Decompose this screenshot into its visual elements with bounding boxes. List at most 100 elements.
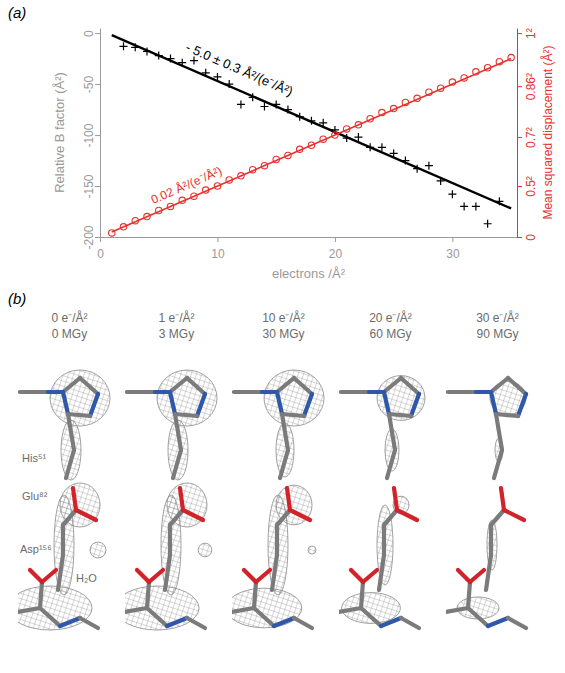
bond [68,414,74,450]
x-axis-tick: 0 [97,237,104,261]
bond [290,510,310,520]
y2-axis-tick-mark [517,186,522,187]
data-point [472,202,480,210]
bond [197,394,205,416]
density-panel [18,370,110,630]
figure: (a)0102030-200-150-100-50000.5²0.7²0.86²… [0,0,565,673]
bond [60,618,80,626]
bond [339,608,361,612]
bond [280,450,288,478]
figure-svg: (a)0102030-200-150-100-50000.5²0.7²0.86²… [0,0,565,673]
density-mesh [50,370,110,426]
y-axis-tick-label: -150 [82,174,96,198]
y-axis-tick: -150 [82,174,100,198]
bond [504,510,524,520]
data-point [448,190,456,198]
residue-label: Asp¹⁵⁶ [20,543,52,555]
column-mgy: 30 MGy [262,327,304,341]
y2-axis-tick: 0 [517,234,538,241]
bond [389,414,395,450]
bond [175,414,181,450]
column-dose: 10 e⁻/Å² [262,310,305,325]
bond [491,378,508,392]
bond [369,390,384,394]
y-axis-tick: -200 [82,225,100,249]
bond [68,414,90,416]
column-dose: 30 e⁻/Å² [476,310,519,325]
bond [508,618,526,628]
y-axis-tick-label: -100 [82,123,96,147]
bond [401,378,419,394]
bond [234,390,262,394]
fit-line [112,35,511,208]
bond [90,394,98,416]
bond [63,510,76,525]
bond [387,450,395,478]
y-axis-line [100,29,101,238]
bond [187,618,205,628]
y2-axis-title: Mean squared displacement (Å²) [540,45,555,219]
bond [496,414,502,450]
x-axis: 0102030 [97,237,517,261]
y-axis-tick: -100 [82,123,100,147]
bond [470,570,484,582]
y2-axis-tick-mark [517,237,522,238]
annotation: - 5.0 ± 0.3 Å²/(e⁻/Å²) [184,39,296,99]
y2-axis-tick-label: 0.7² [524,127,538,148]
density-mesh [377,376,425,421]
bond [361,582,363,608]
fit-line [112,59,511,232]
bond [277,378,294,392]
bond [256,570,270,582]
x-axis-tick-label: 20 [329,247,343,261]
x-axis-tick-label: 0 [97,247,104,261]
y2-axis-tick: 0.5² [517,176,538,197]
density-mesh [167,483,207,527]
bond [147,608,167,626]
bond [518,394,526,416]
bond [294,378,312,394]
bond [389,414,411,416]
bond [304,394,312,416]
bond [244,570,256,582]
bond [488,618,508,626]
bond [394,488,397,510]
data-point [119,42,127,50]
bond [282,414,304,416]
residue-label: His⁵¹ [22,452,46,464]
column-mgy: 0 MGy [52,327,87,341]
scatter-series [109,54,515,236]
y2-axis-tick-label: 0.86² [524,73,538,100]
bond [254,582,256,608]
y2-axis: 0 0.5² 0.7² 0.86² 1² [517,28,538,241]
bond [491,392,496,414]
bond [170,392,175,414]
panel-label: (a) [8,4,26,21]
bond [63,392,68,414]
density-mesh [232,588,302,628]
bond [155,390,170,394]
bond [42,570,56,582]
density-panel [125,370,217,630]
annotation: 0.02 Å²/(e⁻/Å²) [148,163,224,207]
bond [274,618,294,626]
data-point [484,220,492,228]
bond [491,510,504,525]
y2-axis-tick: 1² [517,28,538,39]
panel-label: (b) [8,290,26,307]
bond [127,390,155,394]
column-mgy: 3 MGy [159,327,194,341]
y2-axis-tick-label: 0.5² [524,176,538,197]
scatter-series [119,42,503,227]
bond [397,510,417,520]
bond [66,450,74,478]
bond [149,570,163,582]
bond [173,450,181,478]
bond [137,570,149,582]
density-panel [446,378,526,628]
bond [167,618,187,626]
density-panel [339,376,425,628]
column-dose: 1 e⁻/Å² [158,310,194,325]
column-dose: 0 e⁻/Å² [51,310,87,325]
data-point [460,202,468,210]
